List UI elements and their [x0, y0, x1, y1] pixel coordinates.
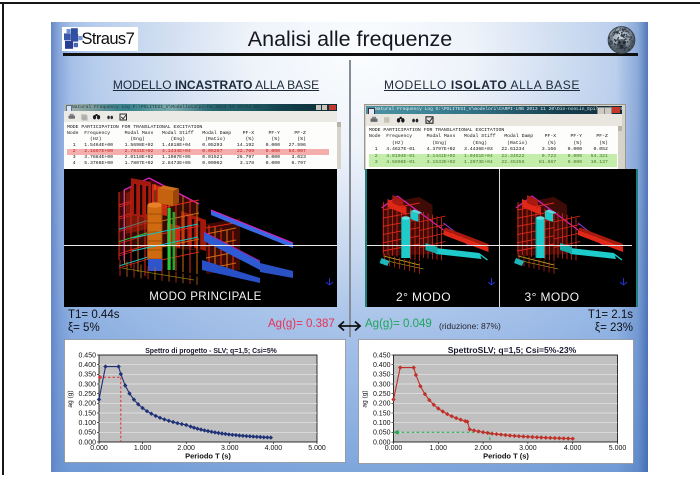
- svg-text:2.000: 2.000: [177, 445, 195, 452]
- svg-text:0.450: 0.450: [78, 352, 96, 359]
- svg-text:5.000: 5.000: [308, 445, 326, 452]
- svg-text:0.300: 0.300: [373, 381, 391, 388]
- svg-text:0.250: 0.250: [78, 391, 96, 398]
- svg-text:1.000: 1.000: [430, 445, 448, 452]
- svg-text:4.000: 4.000: [564, 445, 582, 452]
- svg-text:0.350: 0.350: [78, 372, 96, 379]
- svg-text:0.050: 0.050: [373, 430, 391, 437]
- svg-text:0.400: 0.400: [78, 362, 96, 369]
- svg-text:0.150: 0.150: [78, 410, 96, 417]
- svg-text:4.000: 4.000: [265, 445, 283, 452]
- svg-text:0.200: 0.200: [373, 401, 391, 408]
- svg-text:0.200: 0.200: [78, 401, 96, 408]
- svg-text:ag (g): ag (g): [362, 390, 369, 407]
- svg-text:0.000: 0.000: [90, 445, 108, 452]
- svg-text:0.100: 0.100: [373, 420, 391, 427]
- svg-text:3.000: 3.000: [519, 445, 537, 452]
- svg-text:0.300: 0.300: [78, 381, 96, 388]
- svg-text:0.400: 0.400: [373, 362, 391, 369]
- svg-text:0.450: 0.450: [373, 352, 391, 359]
- svg-text:Spettro di progetto - SLV; q=1: Spettro di progetto - SLV; q=1,5; Csi=5%: [145, 348, 277, 355]
- svg-text:0.250: 0.250: [373, 391, 391, 398]
- svg-text:3.000: 3.000: [221, 445, 239, 452]
- svg-text:Periodo T (s): Periodo T (s): [483, 452, 529, 461]
- svg-text:0.050: 0.050: [78, 430, 96, 437]
- svg-text:0.350: 0.350: [373, 372, 391, 379]
- svg-text:ag (g): ag (g): [67, 390, 74, 407]
- svg-text:SpettroSLV; q=1,5; Csi=5%-23%: SpettroSLV; q=1,5; Csi=5%-23%: [448, 345, 577, 355]
- svg-text:Periodo T (s): Periodo T (s): [185, 452, 231, 461]
- svg-text:1.000: 1.000: [134, 445, 152, 452]
- svg-text:0.000: 0.000: [78, 439, 96, 446]
- svg-text:0.000: 0.000: [385, 445, 403, 452]
- svg-text:2.000: 2.000: [474, 445, 492, 452]
- svg-text:5.000: 5.000: [609, 445, 627, 452]
- svg-text:0.100: 0.100: [78, 420, 96, 427]
- svg-text:0.000: 0.000: [373, 439, 391, 446]
- svg-text:0.150: 0.150: [373, 410, 391, 417]
